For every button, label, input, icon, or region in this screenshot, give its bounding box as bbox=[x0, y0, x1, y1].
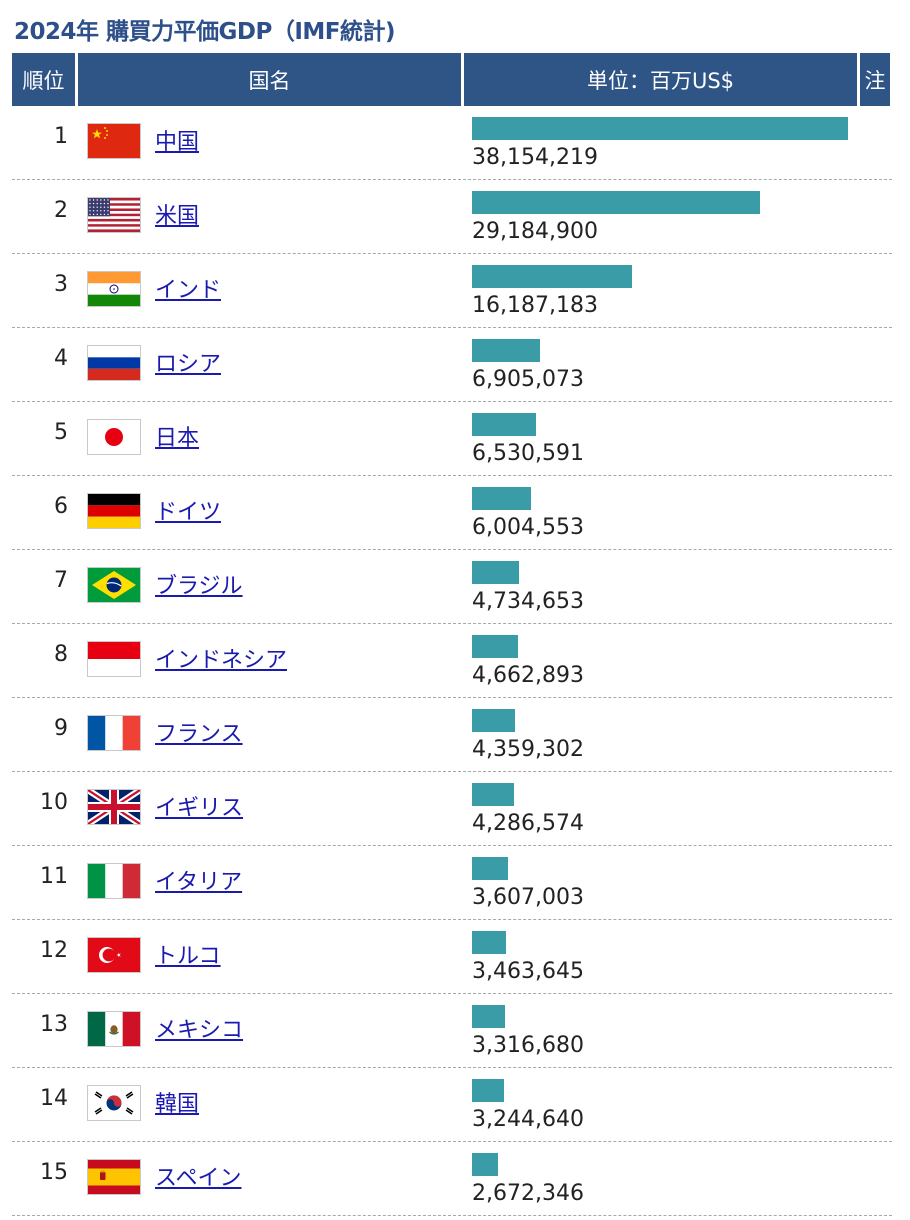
table-row: 13 メキシコ 3,316,680 bbox=[12, 994, 892, 1068]
table-row: 6 ドイツ 6,004,553 bbox=[12, 476, 892, 550]
table-header: 順位 国名 単位：百万US$ 注 bbox=[12, 53, 890, 106]
country-link[interactable]: インドネシア bbox=[155, 648, 288, 673]
gdp-bar bbox=[472, 857, 508, 880]
table-row: 10 イギリス 4,286,574 bbox=[12, 772, 892, 846]
gdp-value-label: 3,463,645 bbox=[472, 959, 584, 984]
brazil-flag-icon bbox=[87, 567, 141, 603]
table-row: 1 中国 38,154,219 bbox=[12, 106, 892, 180]
page-title: 2024年 購買力平価GDP（IMF統計) bbox=[14, 19, 396, 45]
country-link[interactable]: インド bbox=[155, 278, 222, 303]
spain-flag-icon bbox=[87, 1159, 141, 1195]
table-row: 15 スペイン 2,672,346 bbox=[12, 1142, 892, 1216]
gdp-value-label: 3,607,003 bbox=[472, 885, 584, 910]
rank-number: 12 bbox=[40, 938, 68, 963]
gdp-value-label: 38,154,219 bbox=[472, 145, 598, 170]
rank-number: 6 bbox=[54, 494, 68, 519]
gdp-value-label: 6,004,553 bbox=[472, 515, 584, 540]
gdp-value-label: 3,316,680 bbox=[472, 1033, 584, 1058]
table-row: 3 インド 16,187,183 bbox=[12, 254, 892, 328]
gdp-bar bbox=[472, 117, 848, 140]
table-row: 14 韓国 3,244,640 bbox=[12, 1068, 892, 1142]
gdp-bar bbox=[472, 1153, 498, 1176]
gdp-value-label: 16,187,183 bbox=[472, 293, 598, 318]
turkey-flag-icon bbox=[87, 937, 141, 973]
mexico-flag-icon bbox=[87, 1011, 141, 1047]
country-link[interactable]: イタリア bbox=[155, 870, 243, 895]
table-row: 5 日本 6,530,591 bbox=[12, 402, 892, 476]
gdp-bar bbox=[472, 413, 536, 436]
india-flag-icon bbox=[87, 271, 141, 307]
gdp-bar bbox=[472, 191, 760, 214]
france-flag-icon bbox=[87, 715, 141, 751]
gdp-value-label: 29,184,900 bbox=[472, 219, 598, 244]
gdp-bar bbox=[472, 783, 514, 806]
rank-number: 4 bbox=[54, 346, 68, 371]
south-korea-flag-icon bbox=[87, 1085, 141, 1121]
germany-flag-icon bbox=[87, 493, 141, 529]
china-flag-icon bbox=[87, 123, 141, 159]
gdp-value-label: 4,734,653 bbox=[472, 589, 584, 614]
table-row: 12 トルコ 3,463,645 bbox=[12, 920, 892, 994]
gdp-value-label: 6,530,591 bbox=[472, 441, 584, 466]
gdp-bar bbox=[472, 931, 506, 954]
rank-number: 15 bbox=[40, 1160, 68, 1185]
country-link[interactable]: 韓国 bbox=[155, 1092, 200, 1117]
rank-number: 2 bbox=[54, 198, 68, 223]
gdp-value-label: 2,672,346 bbox=[472, 1181, 584, 1206]
gdp-bar bbox=[472, 1005, 505, 1028]
rank-number: 9 bbox=[54, 716, 68, 741]
gdp-bar bbox=[472, 487, 531, 510]
gdp-bar bbox=[472, 561, 519, 584]
country-link[interactable]: 日本 bbox=[155, 426, 200, 451]
rank-number: 1 bbox=[54, 124, 68, 149]
table-row: 8 インドネシア 4,662,893 bbox=[12, 624, 892, 698]
russia-flag-icon bbox=[87, 345, 141, 381]
ranking-table-body: 1 中国 38,154,219 2 米国 29,184,900 3 インド 16,187,183… bbox=[12, 106, 892, 1216]
country-link[interactable]: スペイン bbox=[155, 1166, 242, 1191]
indonesia-flag-icon bbox=[87, 641, 141, 677]
country-link[interactable]: メキシコ bbox=[155, 1018, 244, 1043]
country-link[interactable]: 中国 bbox=[155, 130, 200, 155]
rank-number: 13 bbox=[40, 1012, 68, 1037]
rank-number: 10 bbox=[40, 790, 68, 815]
header-country: 国名 bbox=[78, 53, 461, 106]
rank-number: 8 bbox=[54, 642, 68, 667]
gdp-value-label: 4,662,893 bbox=[472, 663, 584, 688]
table-row: 7 ブラジル 4,734,653 bbox=[12, 550, 892, 624]
rank-number: 7 bbox=[54, 568, 68, 593]
gdp-bar bbox=[472, 709, 515, 732]
gdp-value-label: 6,905,073 bbox=[472, 367, 584, 392]
country-link[interactable]: フランス bbox=[155, 722, 243, 747]
table-row: 11 イタリア 3,607,003 bbox=[12, 846, 892, 920]
gdp-bar bbox=[472, 339, 540, 362]
usa-flag-icon bbox=[87, 197, 141, 233]
header-note: 注 bbox=[860, 53, 890, 106]
country-link[interactable]: トルコ bbox=[155, 944, 221, 969]
rank-number: 3 bbox=[54, 272, 68, 297]
table-row: 9 フランス 4,359,302 bbox=[12, 698, 892, 772]
rank-number: 14 bbox=[40, 1086, 68, 1111]
country-link[interactable]: イギリス bbox=[155, 796, 244, 821]
header-rank: 順位 bbox=[12, 53, 75, 106]
gdp-value-label: 4,359,302 bbox=[472, 737, 584, 762]
table-row: 4 ロシア 6,905,073 bbox=[12, 328, 892, 402]
japan-flag-icon bbox=[87, 419, 141, 455]
uk-flag-icon bbox=[87, 789, 141, 825]
gdp-bar bbox=[472, 635, 518, 658]
gdp-value-label: 4,286,574 bbox=[472, 811, 584, 836]
country-link[interactable]: ブラジル bbox=[155, 574, 243, 599]
gdp-bar bbox=[472, 265, 632, 288]
rank-number: 5 bbox=[54, 420, 68, 445]
italy-flag-icon bbox=[87, 863, 141, 899]
header-unit: 単位：百万US$ bbox=[464, 53, 857, 106]
country-link[interactable]: ドイツ bbox=[155, 500, 222, 525]
country-link[interactable]: ロシア bbox=[155, 352, 222, 377]
country-link[interactable]: 米国 bbox=[155, 204, 200, 229]
table-row: 2 米国 29,184,900 bbox=[12, 180, 892, 254]
gdp-bar bbox=[472, 1079, 504, 1102]
rank-number: 11 bbox=[40, 864, 68, 889]
gdp-value-label: 3,244,640 bbox=[472, 1107, 584, 1132]
